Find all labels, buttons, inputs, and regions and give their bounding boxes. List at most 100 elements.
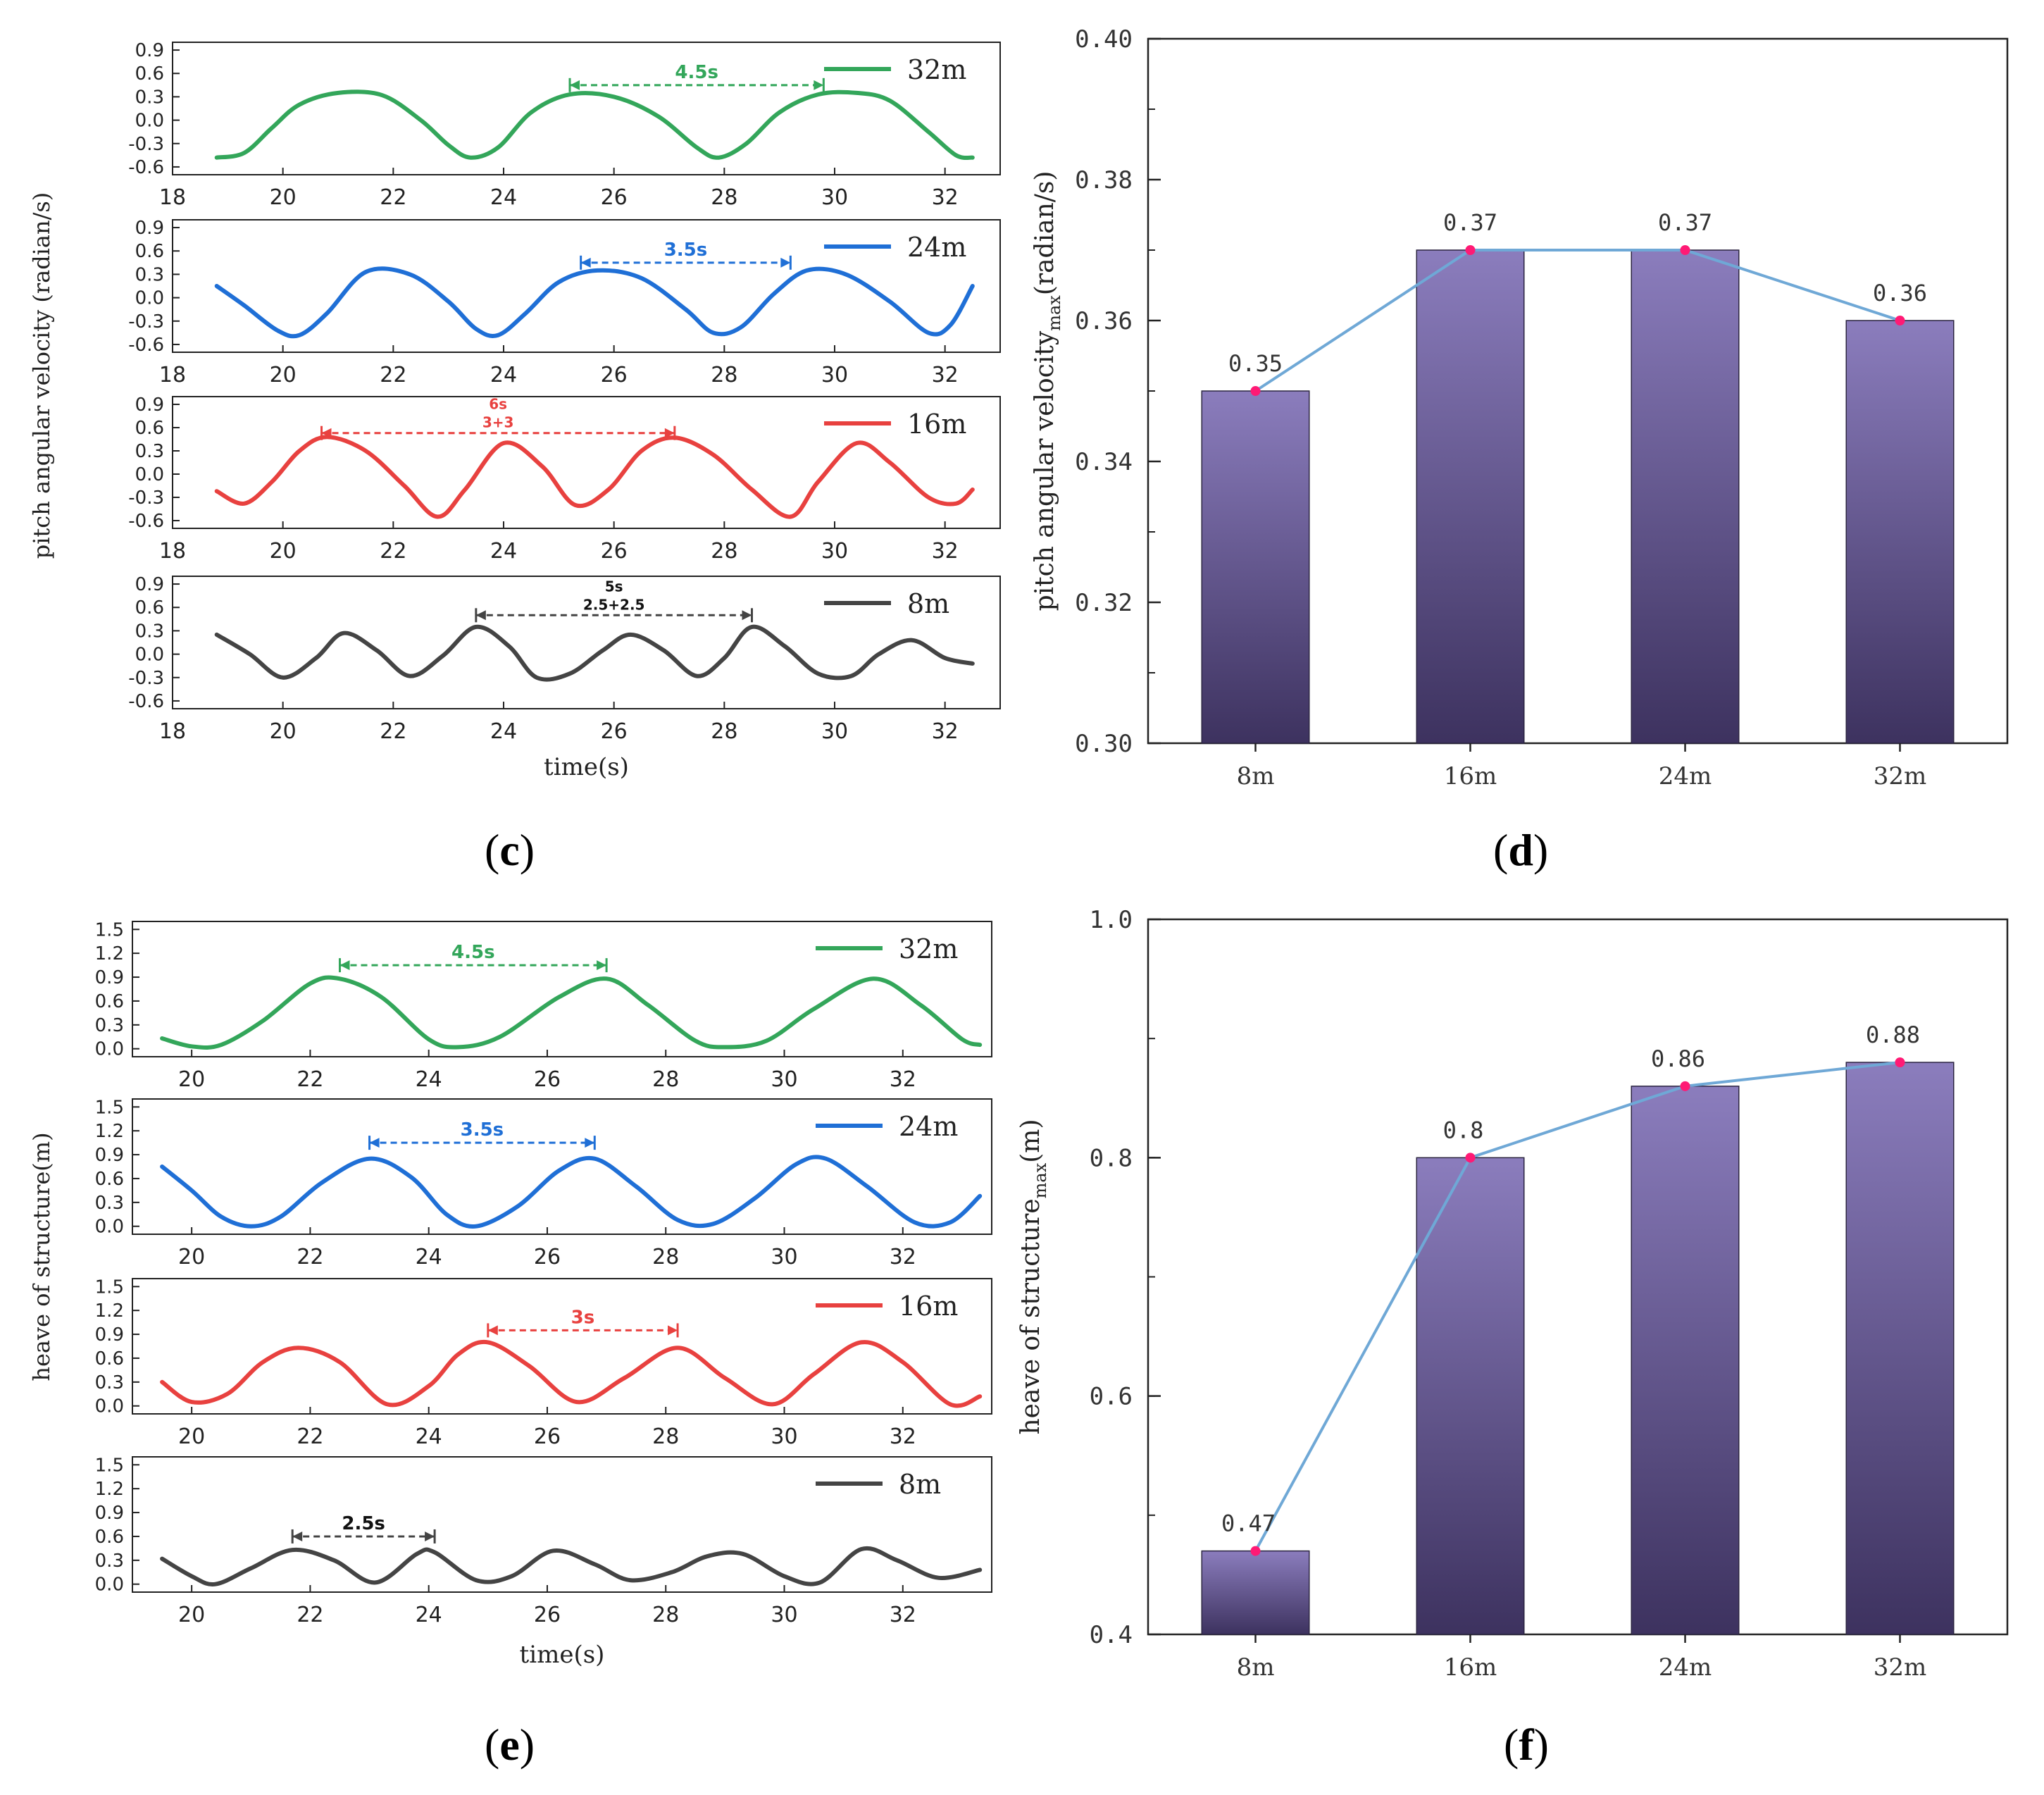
legend-label-32m: 32m [899, 933, 958, 964]
x-tick-label: 32 [890, 1424, 916, 1449]
x-tick-label-24m: 24m [1659, 1653, 1712, 1682]
annotation-arrowhead-left [475, 610, 486, 621]
annotation-label: 3s [571, 1307, 595, 1328]
trend-line [1254, 1061, 1900, 1552]
x-tick-label-16m: 16m [1444, 1653, 1497, 1682]
y-tick-label: 0.9 [135, 40, 164, 61]
subplot-frame [172, 396, 1001, 529]
x-tick-label: 30 [771, 1067, 797, 1092]
y-tick-label: 1.5 [95, 1277, 124, 1298]
bar-8m [1201, 1550, 1310, 1635]
data-point-8m [1250, 1546, 1261, 1556]
data-label-8m: 0.35 [1228, 350, 1283, 377]
y-tick-label: 0.0 [135, 464, 164, 485]
subplot-frame [132, 1098, 992, 1235]
bar-16m [1416, 1157, 1525, 1635]
bar-16m [1416, 249, 1525, 744]
legend-label-16m: 16m [907, 409, 966, 440]
series-line-32m [160, 975, 983, 1050]
annotation-label: 4.5s [675, 62, 718, 83]
y-tick-label: 0.9 [135, 218, 164, 239]
data-point-16m [1465, 245, 1476, 255]
y-tick-label: 0.3 [95, 1551, 124, 1572]
x-tick-label: 22 [380, 539, 406, 564]
annotation-arrowhead-right [814, 80, 824, 90]
x-tick-label: 28 [652, 1067, 679, 1092]
annotation-arrowhead-left [487, 1325, 498, 1336]
annotation-label: 5s [605, 578, 623, 595]
annotation-sublabel: 2.5+2.5 [583, 596, 645, 613]
data-label-24m: 0.37 [1658, 209, 1712, 236]
y-tick-label: 0.0 [95, 1396, 124, 1417]
series-line-32m [214, 89, 975, 161]
data-label-32m: 0.88 [1866, 1021, 1920, 1048]
y-tick-label: 1.2 [95, 943, 124, 964]
y-axis-title-unit: (radian/s) [1030, 171, 1059, 296]
x-tick-label: 22 [380, 185, 406, 210]
x-tick-label: 28 [652, 1424, 679, 1449]
y-axis-title: pitch angular velocity (radian/s) [28, 192, 55, 559]
x-tick-label: 30 [821, 539, 848, 564]
x-tick-label: 18 [159, 185, 186, 210]
x-tick-label: 30 [821, 719, 848, 744]
y-tick-label: 0.0 [135, 111, 164, 132]
x-tick-label: 26 [534, 1067, 561, 1092]
bar-32m [1845, 1062, 1955, 1635]
series-line-24m [214, 266, 975, 339]
annotation-arrowhead-right [597, 960, 607, 971]
y-tick-label: -0.3 [128, 487, 164, 509]
x-tick-label: 24 [416, 1245, 442, 1269]
x-tick-label: 22 [297, 1067, 323, 1092]
x-tick-label-16m: 16m [1444, 762, 1497, 790]
panel-e-time-series: 20 22 24 26 28 30 320.00.30.60.91.21.532m4.5s2… [28, 919, 992, 1669]
series-line-8m [214, 624, 975, 682]
x-tick-label: 32 [932, 185, 959, 210]
y-tick-label: 0.36 [1075, 307, 1133, 335]
x-tick-label: 32 [890, 1245, 916, 1269]
y-tick-label: 0.3 [95, 1015, 124, 1036]
y-tick-label: 0.9 [135, 574, 164, 595]
y-tick-label: 0.9 [95, 1145, 124, 1166]
x-tick-label: 30 [821, 185, 848, 210]
x-tick-label: 30 [771, 1245, 797, 1269]
y-tick-label: 0.6 [95, 1348, 124, 1369]
annotation-arrowhead-right [742, 610, 752, 621]
y-tick-label: 0.0 [135, 288, 164, 309]
data-point-16m [1465, 1153, 1476, 1163]
x-tick-label-8m: 8m [1237, 1653, 1275, 1682]
subplot-24m: 20 22 24 26 28 30 32 0.0 0.3 0.6 0.9 1.2 1.5 24m 3.5s [95, 1097, 992, 1269]
x-axis-title: time(s) [520, 1641, 605, 1669]
y-tick-label: 0.40 [1075, 25, 1133, 54]
y-tick-label: 0.3 [135, 441, 164, 462]
panel-label-d: (d) [1493, 825, 1549, 875]
annotation-arrowhead-right [668, 1325, 678, 1336]
panel-f-bar-chart: 0.4 0.6 0.8 1.0 8m 16m 24m 32m 0.47 0.8 0.86 0.88 he… [1016, 906, 2009, 1682]
x-tick-label: 20 [270, 539, 297, 564]
data-point-32m [1895, 1057, 1905, 1067]
data-label-8m: 0.47 [1221, 1510, 1276, 1537]
annotation-label: 3.5s [461, 1119, 504, 1141]
x-tick-label: 24 [490, 185, 517, 210]
subplot-24m: 18 20 22 24 26 28 30 32 -0.6-0.30.0 0.30.60.9 24m 3… [128, 218, 1001, 387]
x-tick-label: 26 [601, 719, 628, 744]
x-tick-label: 30 [821, 363, 848, 387]
x-tick-label: 26 [534, 1424, 561, 1449]
annotation-arrowhead-left [369, 1138, 380, 1148]
x-tick-label: 20 [178, 1603, 205, 1627]
x-tick-label: 20 [178, 1067, 205, 1092]
y-tick-label: 0.0 [95, 1039, 124, 1060]
y-tick-label: -0.6 [128, 335, 164, 356]
y-tick-label: 0.9 [95, 1324, 124, 1346]
subplot-16m: 18 20 22 24 26 28 30 32 -0.6-0.30.00.30.60.9 16m 6… [128, 395, 1001, 564]
y-tick-label: -0.6 [128, 511, 164, 532]
data-label-32m: 0.36 [1873, 280, 1927, 306]
y-tick-label: 1.2 [95, 1300, 124, 1322]
x-tick-label: 28 [711, 185, 737, 210]
y-tick-label: -0.6 [128, 691, 164, 712]
y-tick-label: 0.6 [135, 418, 164, 439]
y-tick-label: 1.2 [95, 1121, 124, 1142]
y-tick-label: -0.6 [128, 157, 164, 178]
x-tick-label: 24 [416, 1424, 442, 1449]
annotation-label: 3.5s [664, 240, 708, 261]
x-tick-label-8m: 8m [1237, 762, 1275, 790]
